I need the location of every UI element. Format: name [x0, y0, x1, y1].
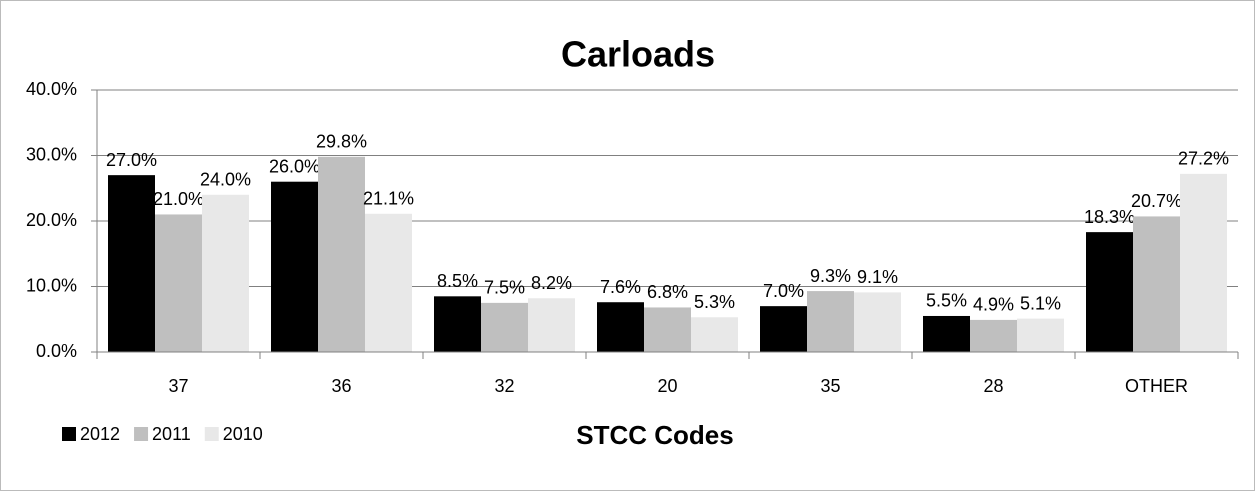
bar	[108, 175, 155, 352]
x-tick-label: 20	[657, 376, 677, 396]
bar	[854, 292, 901, 352]
bar	[318, 156, 365, 352]
bar	[528, 298, 575, 352]
bar	[1017, 318, 1064, 352]
data-label: 7.6%	[600, 277, 641, 297]
legend-swatch	[134, 427, 149, 441]
bar	[923, 315, 970, 352]
bar	[481, 302, 528, 352]
data-label: 29.8%	[316, 132, 367, 152]
y-tick-label: 30.0%	[26, 144, 77, 164]
y-tick-label: 40.0%	[26, 79, 77, 99]
data-label: 7.0%	[763, 281, 804, 301]
legend-label: 2011	[152, 424, 191, 444]
data-label: 6.8%	[647, 282, 688, 302]
bar	[155, 214, 202, 352]
bar	[597, 302, 644, 352]
bar	[271, 181, 318, 352]
data-label: 7.5%	[484, 278, 525, 298]
x-tick-label: 37	[168, 376, 188, 396]
data-label: 27.2%	[1178, 149, 1229, 169]
bar	[1133, 216, 1180, 352]
data-label: 9.3%	[810, 266, 851, 286]
data-label: 5.5%	[926, 291, 967, 311]
y-tick-label: 0.0%	[36, 341, 77, 361]
y-tick-label: 20.0%	[26, 210, 77, 230]
bar	[434, 296, 481, 352]
data-label: 8.5%	[437, 271, 478, 291]
data-label: 26.0%	[269, 156, 320, 176]
data-label: 21.0%	[153, 189, 204, 209]
bar	[970, 319, 1017, 352]
bar	[202, 194, 249, 352]
data-label: 27.0%	[106, 150, 157, 170]
data-label: 5.1%	[1020, 293, 1061, 313]
legend-swatch	[62, 427, 76, 441]
data-label: 20.7%	[1131, 191, 1182, 211]
bar	[1180, 173, 1227, 352]
x-tick-label: OTHER	[1125, 376, 1188, 396]
x-tick-label: 35	[820, 376, 840, 396]
x-tick-label: 32	[494, 376, 514, 396]
chart-title: Carloads	[561, 34, 715, 75]
data-label: 24.0%	[200, 170, 251, 190]
x-axis-title: STCC Codes	[576, 420, 733, 450]
bar	[760, 306, 807, 352]
bar	[691, 317, 738, 352]
bar	[1086, 232, 1133, 352]
x-tick-label: 36	[331, 376, 351, 396]
x-tick-label: 28	[983, 376, 1003, 396]
bar	[365, 213, 412, 352]
data-label: 9.1%	[857, 267, 898, 287]
data-label: 8.2%	[531, 273, 572, 293]
bar	[644, 307, 691, 352]
y-tick-label: 10.0%	[26, 275, 77, 295]
data-label: 21.1%	[363, 189, 414, 209]
data-label: 4.9%	[973, 295, 1014, 315]
data-label: 5.3%	[694, 292, 735, 312]
bar	[807, 291, 854, 352]
legend-label: 2012	[80, 424, 120, 444]
legend-label: 2010	[223, 424, 263, 444]
data-label: 18.3%	[1084, 207, 1135, 227]
legend-swatch	[204, 427, 219, 441]
